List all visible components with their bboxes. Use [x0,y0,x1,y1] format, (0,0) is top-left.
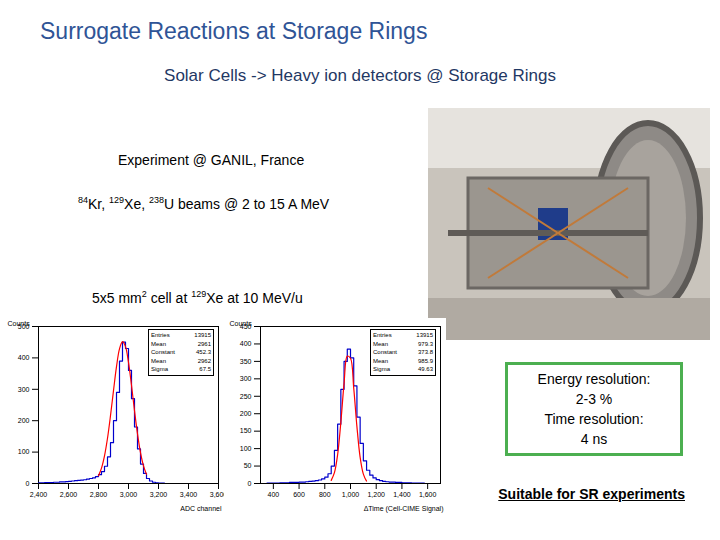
html-text:373.8: 373.8 [418,349,433,355]
html-text:Time resolution:: Time resolution: [544,411,644,427]
svg-text:50: 50 [244,462,252,469]
svg-text:2,400: 2,400 [30,491,48,498]
html-text:67.5: 67.5 [199,366,211,372]
svg-text:1,000: 1,000 [342,491,360,498]
svg-text:3,400: 3,400 [180,491,198,498]
svg-text:600: 600 [293,491,305,498]
html-text:5x5 mm2cell at129Xe at 10 MeV/: 5x5 mm2cell at129Xe at 10 MeV/u [92,289,303,306]
html-text:Constant: Constant [151,349,175,355]
svg-text:250: 250 [240,393,252,400]
html-text:13915: 13915 [194,332,211,338]
html-text:Suitable for SR experiments: Suitable for SR experiments [498,486,685,502]
svg-text:0: 0 [248,480,252,487]
svg-text:2,800: 2,800 [90,491,108,498]
svg-text:ΔTime (Cell-CIME Signal): ΔTime (Cell-CIME Signal) [364,505,444,513]
svg-text:300: 300 [18,386,30,393]
html-text:Mean: Mean [151,340,166,347]
svg-text:1,400: 1,400 [393,491,411,498]
svg-text:400: 400 [268,491,280,498]
html-text:Experiment @ GANIL, France: Experiment @ GANIL, France [118,152,305,168]
html-text:Sigma: Sigma [151,366,168,372]
svg-text:100: 100 [18,448,30,455]
html-text:4 ns: 4 ns [580,431,608,447]
svg-text:2,600: 2,600 [60,491,78,498]
svg-text:300: 300 [240,375,252,382]
html-text:Mean: Mean [151,357,166,364]
svg-text:200: 200 [18,417,30,424]
svg-text:Counts: Counts [230,320,253,327]
html-text:985.9: 985.9 [418,357,433,364]
html-text:Solar Cells -> Heavy ion detec: Solar Cells -> Heavy ion detectors @ Sto… [164,66,556,85]
svg-text:200: 200 [240,410,252,417]
html-text:Sigma: Sigma [373,366,390,372]
svg-text:3,000: 3,000 [120,491,138,498]
html-text:Entries: Entries [151,332,170,338]
svg-text:1,200: 1,200 [367,491,385,498]
svg-text:3,200: 3,200 [150,491,168,498]
html-text:452.3: 452.3 [196,349,211,355]
html-text:Constant: Constant [373,349,397,355]
svg-text:350: 350 [240,358,252,365]
html-text:Energy resolution:: Energy resolution: [537,371,651,387]
svg-text:ADC channel: ADC channel [180,505,222,512]
svg-text:150: 150 [240,427,252,434]
html-text:979.3: 979.3 [418,340,433,347]
svg-text:0: 0 [26,480,30,487]
svg-text:3,600: 3,600 [210,491,224,498]
svg-text:Counts: Counts [8,320,31,327]
html-text:Entries: Entries [373,332,392,338]
svg-text:100: 100 [240,445,252,452]
html-text:49.63: 49.63 [418,366,433,372]
svg-text:400: 400 [240,340,252,347]
html-text:Mean: Mean [373,340,388,347]
html-text:Mean: Mean [373,357,388,364]
html-text:2-3 %: 2-3 % [575,391,613,407]
html-text:Surrogate Reactions at Storage: Surrogate Reactions at Storage Rings [40,18,428,44]
html-text:2961: 2961 [197,340,211,347]
svg-text:400: 400 [18,354,30,361]
html-text:13915: 13915 [416,332,433,338]
svg-text:1,600: 1,600 [419,491,437,498]
svg-text:800: 800 [319,491,331,498]
html-text:2962: 2962 [197,357,211,364]
html-text:84Kr,129Xe,238U beams @ 2 to 1: 84Kr,129Xe,238U beams @ 2 to 15 A MeV [78,195,330,212]
